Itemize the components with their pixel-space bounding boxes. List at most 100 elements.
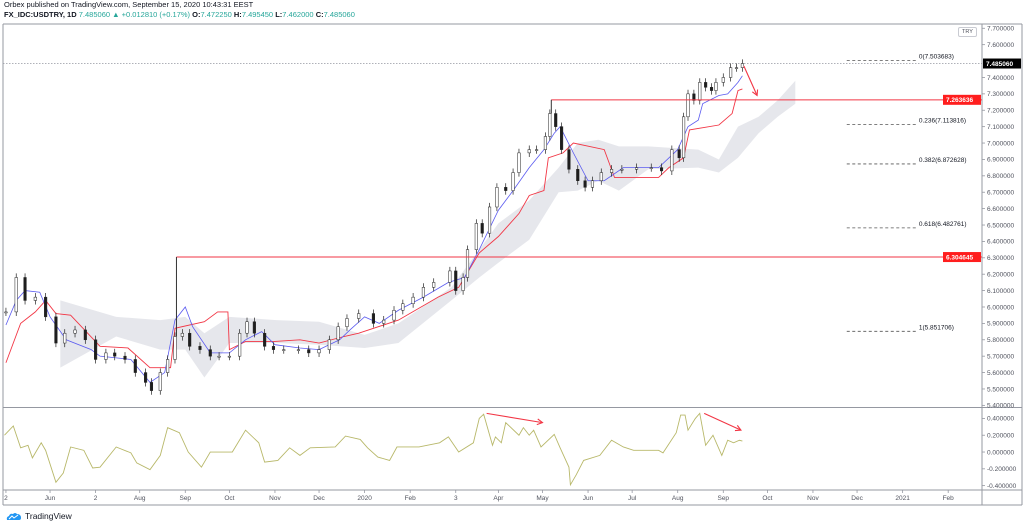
candle-body	[686, 93, 690, 118]
symbol-legend: FX_IDC:USDTRY, 1D 7.485060 ▲ +0.012810 (…	[4, 10, 355, 20]
candle-body	[432, 282, 436, 288]
y-tick-label: 6.700000	[987, 190, 1014, 197]
x-tick-label: Aug	[672, 495, 684, 502]
candle-body	[527, 149, 531, 154]
y-tick-label: 6.500000	[987, 222, 1014, 229]
candle-body	[73, 329, 77, 334]
axes: 7.700000 7.600000 7.400000 7.300000 7.200000…	[4, 26, 1017, 502]
candle-body	[583, 180, 587, 188]
x-tick-label: Jun	[45, 495, 56, 502]
fib-level-label: 0.618(6.482761)	[919, 221, 967, 228]
candle-body	[454, 270, 458, 291]
y-tick-label: 6.900000	[987, 157, 1014, 164]
candle-body	[336, 326, 340, 341]
y-tick-label: 7.400000	[987, 75, 1014, 82]
trend-arrow-line	[703, 412, 742, 431]
candle-body	[271, 346, 276, 350]
x-tick-label: May	[536, 495, 549, 502]
tenkan-line	[5, 75, 743, 383]
candle-body	[149, 382, 154, 391]
logo-text: TradingView	[25, 511, 72, 521]
y-tick-label: 6.000000	[987, 304, 1014, 311]
candle-body	[133, 359, 137, 373]
x-tick-label: 3	[454, 495, 458, 502]
x-tick-label: 2021	[895, 495, 910, 502]
fib-level-label: 1(5.851706)	[919, 324, 954, 331]
y-tick-label: 7.600000	[987, 42, 1014, 49]
candle-body	[198, 346, 202, 350]
candle-body	[14, 277, 18, 313]
candle-body	[23, 277, 27, 301]
level-price-tag	[943, 94, 981, 105]
cloud-area	[60, 80, 796, 378]
y-tick-label: 6.400000	[987, 239, 1014, 246]
candle-body	[166, 359, 170, 373]
x-tick-label: Jun	[583, 495, 594, 502]
y-tick-label: 6.800000	[987, 173, 1014, 180]
open-label: O:	[192, 10, 201, 19]
x-tick-label: 2	[4, 495, 8, 502]
candle-body	[543, 136, 547, 150]
y-tick-label: 5.500000	[987, 386, 1014, 393]
open-value: 7.472250	[200, 10, 232, 19]
candle-body	[714, 82, 718, 91]
triangle-up-icon: ▲	[112, 10, 120, 19]
fib-level-label: 0.382(6.872628)	[919, 157, 967, 164]
currency-badge[interactable]: TRY	[958, 27, 977, 37]
candle-body	[599, 172, 603, 182]
last-price: 7.485060	[78, 10, 111, 19]
symbol-name[interactable]: FX_IDC:USDTRY, 1D	[4, 10, 77, 19]
x-tick-label: Apr	[493, 495, 504, 502]
x-tick-label: Dec	[851, 495, 863, 502]
x-tick-label: Oct	[762, 495, 772, 502]
candle-body	[692, 93, 696, 101]
fib-level-label: 0.236(7.113816)	[919, 117, 966, 124]
tradingview-logo[interactable]: TradingView	[6, 511, 72, 521]
candle-body	[357, 313, 361, 319]
x-tick-label: Nov	[807, 495, 819, 502]
candle-body	[371, 313, 375, 324]
y-tick-label: 5.600000	[987, 370, 1014, 377]
level-price-label: 7.263636	[946, 97, 973, 104]
candle-body	[421, 287, 425, 298]
kijun-line	[5, 88, 743, 369]
candle-body	[729, 67, 733, 78]
candle-body	[554, 113, 558, 127]
candle-body	[144, 372, 148, 383]
x-tick-label: Jul	[628, 495, 637, 502]
x-tick-label: Aug	[134, 495, 146, 502]
y-tick-label: 5.900000	[987, 321, 1014, 328]
x-tick-label: Dec	[313, 495, 325, 502]
candle-body	[44, 296, 48, 318]
arrow-head-icon	[536, 418, 544, 426]
candle-body	[411, 296, 415, 304]
candle-body	[495, 187, 499, 208]
candle-body	[517, 152, 521, 173]
candle-body	[252, 321, 256, 334]
y-tick-label: 6.300000	[987, 255, 1014, 262]
candle-body	[677, 149, 681, 159]
candle-body	[173, 336, 177, 360]
candle-body	[474, 223, 478, 250]
close-label: C:	[315, 10, 324, 19]
candle-body	[488, 206, 492, 234]
x-tick-label: Sep	[179, 495, 191, 502]
candle-body	[698, 82, 702, 101]
y-tick-label: 6.600000	[987, 206, 1014, 213]
oscillator-pane	[4, 412, 743, 487]
current-price-tag	[983, 58, 1021, 69]
x-tick-label: Sep	[717, 495, 729, 502]
fib-level-label: 0(7.503683)	[919, 53, 954, 60]
level-price-label: 6.304645	[946, 254, 973, 261]
current-price-label: 7.485060	[986, 61, 1013, 68]
y-tick-label: 6.200000	[987, 272, 1014, 279]
x-tick-label: Feb	[943, 495, 955, 502]
y-tick-label: 5.400000	[987, 403, 1014, 410]
candle-body	[548, 113, 552, 137]
close-value: 7.485060	[323, 10, 355, 19]
y-tick-label: 7.200000	[987, 108, 1014, 115]
candle-body	[282, 349, 286, 351]
price-change: +0.012810 (+0.17%)	[121, 10, 191, 19]
price-layer: 0(7.503683) 0.236(7.113816) 0.382(6.872628…	[3, 53, 1021, 395]
